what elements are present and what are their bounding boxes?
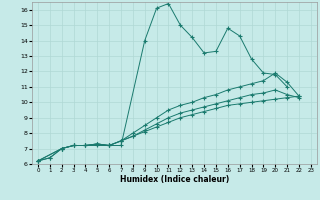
X-axis label: Humidex (Indice chaleur): Humidex (Indice chaleur) — [120, 175, 229, 184]
